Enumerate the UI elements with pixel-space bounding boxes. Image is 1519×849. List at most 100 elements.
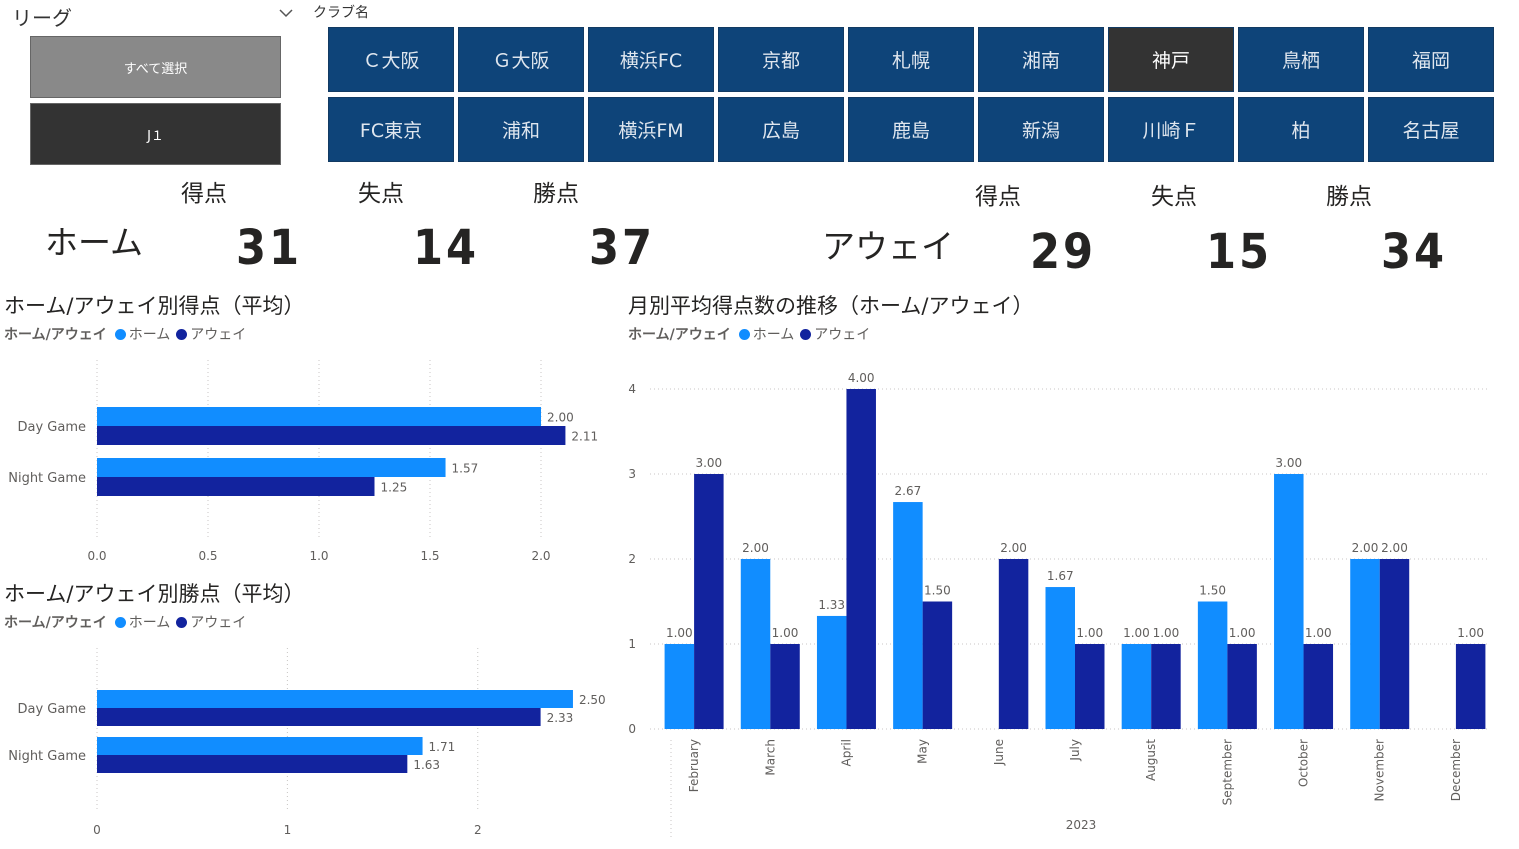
- club-button-11[interactable]: 横浜FM: [588, 97, 714, 162]
- x-category-label: May: [916, 739, 930, 764]
- points-chart-legend: ホーム/アウェイ ホーム アウェイ: [4, 612, 252, 632]
- club-button-5[interactable]: 湘南: [978, 27, 1104, 92]
- chevron-down-icon[interactable]: [278, 6, 294, 20]
- legend-home-dot: [114, 328, 126, 340]
- club-button-17[interactable]: 名古屋: [1368, 97, 1494, 162]
- data-label: 1.00: [1229, 626, 1256, 640]
- data-label: 2.00: [1352, 541, 1379, 555]
- club-button-4[interactable]: 札幌: [848, 27, 974, 92]
- data-label: 2.00: [1381, 541, 1408, 555]
- y-tick-label: 4: [628, 382, 636, 396]
- legend-home-label: ホーム: [128, 327, 171, 343]
- data-label: 1.63: [413, 758, 440, 772]
- bar-home: [97, 690, 573, 708]
- bar-home: [1274, 474, 1304, 729]
- club-button-2[interactable]: 横浜FC: [588, 27, 714, 92]
- league-option-j1[interactable]: J１: [30, 103, 281, 165]
- club-button-16[interactable]: 柏: [1238, 97, 1364, 162]
- monthly-chart-title: 月別平均得点数の推移（ホーム/アウェイ）: [628, 294, 1034, 318]
- bar-away: [1151, 644, 1181, 729]
- legend-title: ホーム/アウェイ: [4, 615, 107, 631]
- legend-away-label: アウェイ: [190, 615, 247, 631]
- home-goals-label: 得点: [181, 181, 227, 207]
- x-tick-label: 2.0: [531, 549, 550, 563]
- home-conceded-label: 失点: [358, 181, 404, 207]
- goals-chart-legend: ホーム/アウェイ ホーム アウェイ: [4, 324, 252, 344]
- bar-home: [1197, 601, 1228, 729]
- x-tick-label: 1.0: [309, 549, 328, 563]
- x-category-label: February: [687, 739, 701, 792]
- category-label: Day Game: [17, 702, 86, 717]
- x-tick-label: 2: [474, 823, 482, 837]
- bar-away: [694, 474, 724, 729]
- club-button-1[interactable]: Ｇ大阪: [458, 27, 584, 92]
- away-points-label: 勝点: [1326, 184, 1372, 210]
- legend-away-dot: [176, 328, 188, 340]
- club-button-15[interactable]: 川崎Ｆ: [1108, 97, 1234, 162]
- legend-home-dot: [738, 328, 750, 340]
- legend-home-label: ホーム: [128, 615, 171, 631]
- club-button-3[interactable]: 京都: [718, 27, 844, 92]
- y-tick-label: 2: [628, 552, 636, 566]
- x-tick-label: 0: [93, 823, 101, 837]
- club-button-7[interactable]: 鳥栖: [1238, 27, 1364, 92]
- bar-home: [1121, 644, 1152, 729]
- category-label: Day Game: [17, 420, 86, 435]
- bar-home: [97, 407, 541, 426]
- club-button-10[interactable]: 浦和: [458, 97, 584, 162]
- club-button-13[interactable]: 鹿島: [848, 97, 974, 162]
- away-goals-label: 得点: [975, 184, 1021, 210]
- data-label: 1.00: [1305, 626, 1332, 640]
- bar-away: [922, 601, 953, 729]
- away-goals-value: 29: [1030, 224, 1097, 280]
- bar-away: [1075, 644, 1105, 729]
- data-label: 1.00: [1076, 626, 1103, 640]
- bar-home: [97, 737, 423, 755]
- x-axis-label: 2023: [1066, 818, 1097, 832]
- bar-home: [740, 559, 771, 729]
- data-label: 2.00: [1000, 541, 1027, 555]
- data-label: 1.57: [452, 462, 479, 476]
- data-label: 2.50: [579, 693, 606, 707]
- legend-away-label: アウェイ: [190, 327, 247, 343]
- away-points-value: 34: [1381, 224, 1448, 280]
- legend-away-dot: [176, 616, 188, 628]
- home-conceded-value: 14: [413, 220, 480, 276]
- legend-away-label: アウェイ: [814, 327, 871, 343]
- data-label: 2.67: [895, 484, 922, 498]
- data-label: 1.00: [772, 626, 799, 640]
- away-label: アウェイ: [822, 227, 954, 266]
- club-button-12[interactable]: 広島: [718, 97, 844, 162]
- legend-home-dot: [114, 616, 126, 628]
- club-slicer-label: クラブ名: [313, 5, 369, 21]
- legend-title: ホーム/アウェイ: [4, 327, 107, 343]
- bar-home: [1350, 559, 1380, 729]
- club-button-0[interactable]: Ｃ大阪: [328, 27, 454, 92]
- x-category-label: March: [763, 739, 777, 776]
- bar-away: [97, 755, 408, 773]
- bar-away: [1227, 644, 1257, 729]
- data-label: 1.50: [924, 584, 951, 598]
- x-tick-label: 0.5: [198, 549, 217, 563]
- club-button-9[interactable]: FC東京: [328, 97, 454, 162]
- y-tick-label: 1: [628, 637, 636, 651]
- bar-home: [893, 502, 923, 729]
- club-button-14[interactable]: 新潟: [978, 97, 1104, 162]
- club-button-6[interactable]: 神戸: [1108, 27, 1234, 92]
- x-category-label: September: [1220, 739, 1234, 805]
- x-tick-label: 1: [284, 823, 292, 837]
- x-category-label: August: [1144, 739, 1158, 781]
- home-points-value: 37: [589, 220, 656, 276]
- data-label: 1.00: [1123, 626, 1150, 640]
- club-button-8[interactable]: 福岡: [1368, 27, 1494, 92]
- bar-home: [816, 615, 847, 729]
- home-goals-value: 31: [236, 220, 303, 276]
- y-tick-label: 0: [628, 722, 636, 736]
- legend-title: ホーム/アウェイ: [628, 327, 731, 343]
- bar-away: [97, 426, 566, 445]
- data-label: 4.00: [848, 371, 875, 385]
- bar-away: [1379, 559, 1410, 729]
- x-category-label: October: [1297, 739, 1311, 787]
- bar-away: [1303, 644, 1334, 729]
- select-all-button[interactable]: すべて選択: [30, 36, 281, 98]
